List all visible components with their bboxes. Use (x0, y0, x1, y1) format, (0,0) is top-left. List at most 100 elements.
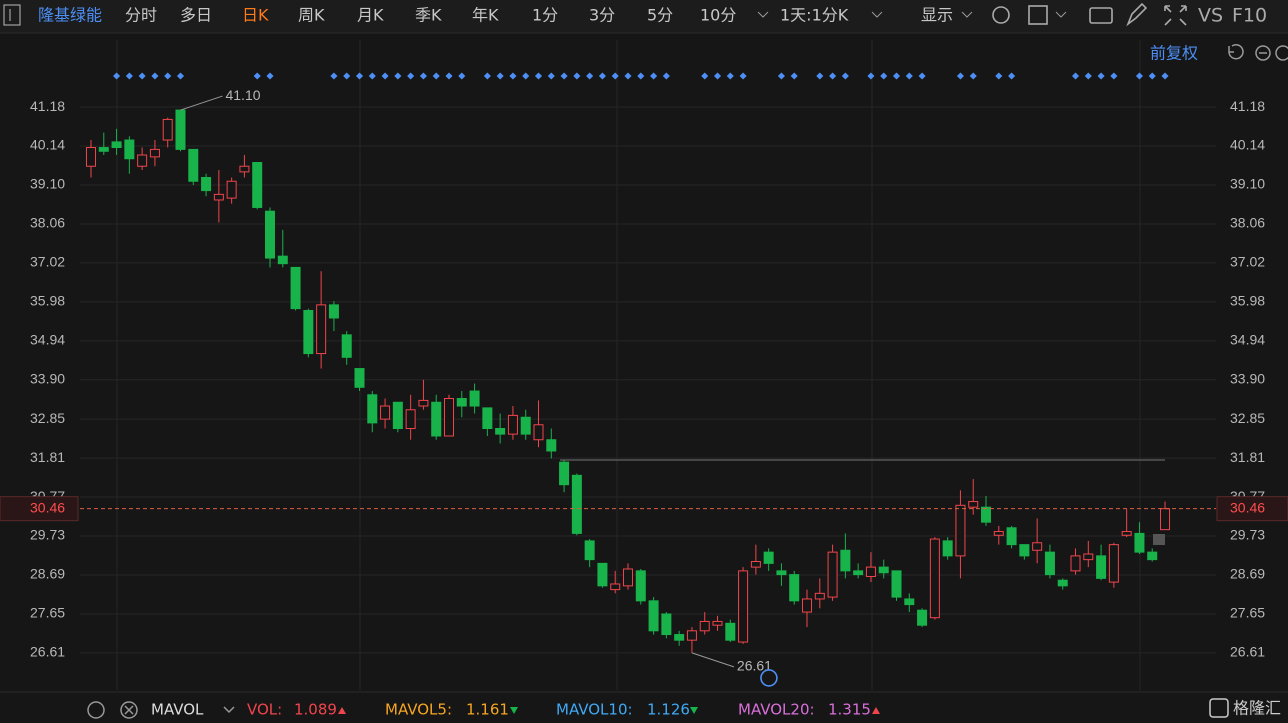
event-marker[interactable] (355, 72, 364, 80)
stock-name[interactable]: 隆基绿能 (38, 6, 102, 25)
undo-icon[interactable] (1228, 44, 1244, 60)
adjust-button[interactable]: 前复权 (1150, 44, 1198, 63)
event-marker[interactable] (368, 72, 376, 80)
period-tab[interactable]: 5分 (647, 6, 673, 25)
candle-body (328, 304, 339, 319)
period-tab[interactable]: 年K (472, 6, 499, 25)
event-marker[interactable] (151, 72, 159, 80)
period-tab[interactable]: 日K (242, 6, 269, 25)
candle-body (686, 630, 697, 641)
camera-icon[interactable] (1089, 7, 1113, 24)
event-marker[interactable] (394, 72, 402, 80)
event-marker[interactable] (138, 72, 146, 80)
event-marker[interactable] (419, 72, 427, 80)
vs-button[interactable]: VS (1198, 5, 1223, 27)
event-marker[interactable] (880, 72, 888, 80)
event-marker[interactable] (867, 72, 875, 80)
event-marker[interactable] (547, 72, 555, 80)
indicator-name[interactable]: MAVOL (151, 701, 204, 719)
event-marker[interactable] (522, 72, 530, 80)
display-menu[interactable]: 显示 (921, 6, 953, 25)
period-tab[interactable]: 3分 (589, 6, 615, 25)
fullscreen-icon[interactable] (1164, 5, 1187, 26)
period-tab[interactable]: 多日 (180, 6, 212, 25)
menu-icon[interactable] (3, 4, 21, 26)
zoom-out-icon[interactable] (1255, 45, 1271, 61)
event-marker[interactable] (343, 72, 351, 80)
event-marker[interactable] (841, 72, 849, 80)
y-tick-label-right: 33.90 (1230, 371, 1265, 387)
candle-body (98, 147, 109, 152)
event-marker[interactable] (995, 72, 1003, 80)
period-tab[interactable]: 季K (415, 6, 442, 25)
event-marker[interactable] (586, 72, 594, 80)
event-marker[interactable] (816, 72, 824, 80)
event-marker[interactable] (483, 72, 491, 80)
candle-body (776, 570, 787, 576)
candle-body (316, 304, 327, 355)
event-marker[interactable] (650, 72, 658, 80)
event-marker[interactable] (330, 72, 338, 80)
candle-body (981, 506, 992, 523)
candle-body (661, 613, 672, 636)
y-tick-label-left: 34.94 (30, 332, 65, 348)
f10-button[interactable]: F10 (1232, 5, 1267, 27)
event-marker[interactable] (496, 72, 504, 80)
event-marker[interactable] (829, 72, 837, 80)
event-marker[interactable] (432, 72, 440, 80)
pen-icon[interactable] (1126, 2, 1148, 27)
candle-body (495, 428, 506, 435)
candle-body (917, 609, 928, 626)
event-marker[interactable] (739, 72, 747, 80)
candle-body (111, 141, 122, 149)
y-tick-label-left: 28.69 (30, 566, 65, 582)
event-marker[interactable] (777, 72, 785, 80)
event-marker[interactable] (624, 72, 632, 80)
event-marker[interactable] (176, 72, 185, 80)
event-marker[interactable] (445, 72, 453, 80)
event-marker[interactable] (534, 72, 543, 80)
candle-body (469, 390, 480, 407)
zoom-in-icon[interactable] (1275, 45, 1288, 61)
event-marker[interactable] (407, 72, 415, 80)
search-icon[interactable] (760, 669, 778, 687)
indicator-settings-icon[interactable] (87, 701, 105, 719)
event-marker[interactable] (905, 72, 913, 80)
event-marker[interactable] (918, 72, 926, 80)
event-marker[interactable] (713, 72, 722, 80)
candle-body (175, 109, 186, 150)
candle-body (124, 139, 135, 160)
event-marker[interactable] (969, 72, 977, 80)
event-marker[interactable] (892, 72, 901, 80)
event-marker[interactable] (790, 72, 798, 80)
event-marker[interactable] (611, 72, 619, 80)
period-tab[interactable]: 月K (357, 6, 384, 25)
event-marker[interactable] (726, 72, 734, 80)
event-marker[interactable] (509, 72, 517, 80)
event-marker[interactable] (266, 72, 274, 80)
event-marker[interactable] (573, 72, 581, 80)
event-marker[interactable] (598, 72, 606, 80)
period-tab[interactable]: 10分 (700, 6, 736, 25)
checkbox-icon[interactable] (1028, 5, 1048, 25)
settings-icon[interactable] (992, 6, 1010, 24)
candle-body (303, 309, 314, 355)
candle-body (789, 574, 800, 602)
period-select[interactable]: 1天:1分K (780, 6, 849, 25)
event-marker[interactable] (458, 72, 466, 80)
event-marker[interactable] (381, 72, 389, 80)
event-marker[interactable] (637, 72, 645, 80)
event-marker[interactable] (1008, 72, 1016, 80)
event-marker[interactable] (164, 72, 172, 80)
period-tab[interactable]: 1分 (532, 6, 558, 25)
event-marker[interactable] (662, 72, 670, 80)
event-marker[interactable] (113, 72, 121, 80)
event-marker[interactable] (125, 72, 133, 80)
indicator-close-icon[interactable] (120, 701, 138, 719)
event-marker[interactable] (701, 72, 709, 80)
period-tab[interactable]: 周K (298, 6, 325, 25)
event-marker[interactable] (956, 72, 964, 80)
candle-body (226, 180, 237, 199)
period-tab[interactable]: 分时 (125, 6, 157, 25)
event-marker[interactable] (560, 72, 568, 80)
